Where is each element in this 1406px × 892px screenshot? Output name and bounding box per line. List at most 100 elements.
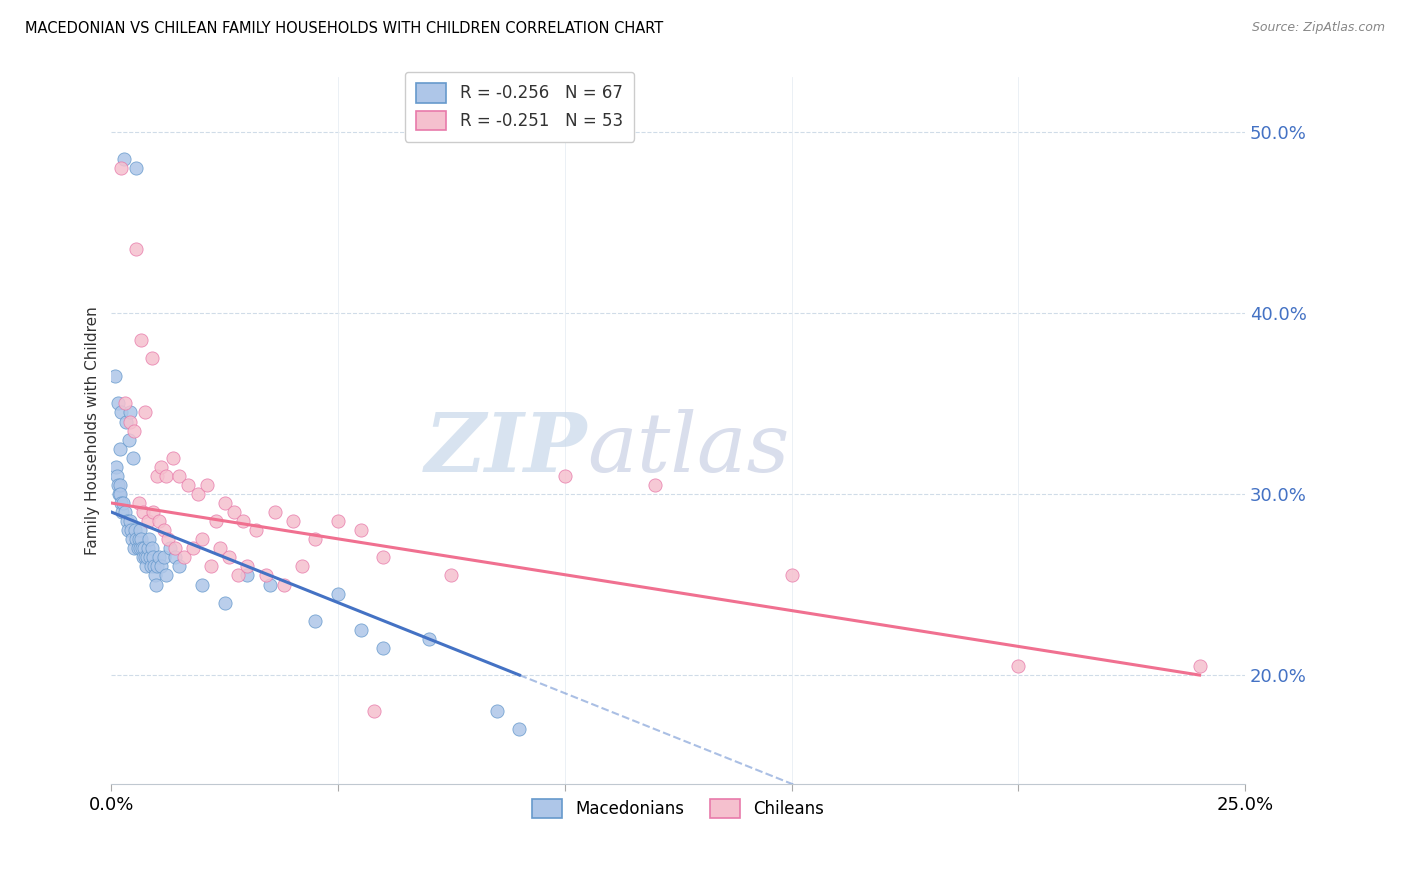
Point <box>132 550 155 565</box>
Point <box>254 568 277 582</box>
Point <box>157 533 180 547</box>
Point <box>105 468 128 483</box>
Point <box>326 514 349 528</box>
Point <box>107 478 129 492</box>
Point <box>145 577 167 591</box>
Point <box>141 559 163 574</box>
Point <box>200 559 222 574</box>
Point <box>118 514 141 528</box>
Point <box>124 523 146 537</box>
Point <box>181 541 204 556</box>
Point <box>273 577 295 591</box>
Point <box>141 541 163 556</box>
Point <box>107 396 129 410</box>
Point <box>125 243 148 257</box>
Point <box>152 523 174 537</box>
Point <box>155 568 177 582</box>
Point <box>245 523 267 537</box>
Point <box>350 523 373 537</box>
Point <box>110 496 132 510</box>
Point <box>145 468 167 483</box>
Point <box>169 468 191 483</box>
Point <box>136 514 159 528</box>
Point <box>132 505 155 519</box>
Point <box>110 161 132 175</box>
Point <box>135 559 157 574</box>
Point <box>143 559 166 574</box>
Point <box>139 550 162 565</box>
Point <box>232 514 254 528</box>
Point <box>128 541 150 556</box>
Point <box>138 533 160 547</box>
Point <box>141 351 163 366</box>
Point <box>120 523 142 537</box>
Point <box>162 450 184 465</box>
Point <box>112 496 135 510</box>
Point <box>122 424 145 438</box>
Point <box>117 433 139 447</box>
Point <box>177 478 200 492</box>
Y-axis label: Family Households with Children: Family Households with Children <box>86 306 100 555</box>
Point <box>163 550 186 565</box>
Point <box>122 541 145 556</box>
Point <box>644 478 666 492</box>
Point <box>104 369 127 384</box>
Point <box>263 505 285 519</box>
Point <box>131 541 153 556</box>
Point <box>204 514 226 528</box>
Point <box>326 586 349 600</box>
Point <box>142 550 165 565</box>
Legend: Macedonians, Chileans: Macedonians, Chileans <box>526 792 831 825</box>
Point <box>108 442 131 456</box>
Point <box>554 468 576 483</box>
Point <box>135 550 157 565</box>
Point <box>152 550 174 565</box>
Point <box>163 541 186 556</box>
Point <box>259 577 281 591</box>
Point <box>304 533 326 547</box>
Point <box>155 468 177 483</box>
Point <box>125 161 148 175</box>
Point <box>121 533 143 547</box>
Point <box>114 396 136 410</box>
Point <box>187 487 209 501</box>
Point <box>373 640 395 655</box>
Point <box>134 550 156 565</box>
Point <box>173 550 195 565</box>
Point <box>107 487 129 501</box>
Point <box>281 514 304 528</box>
Point <box>128 496 150 510</box>
Point <box>143 568 166 582</box>
Point <box>136 541 159 556</box>
Point <box>169 559 191 574</box>
Point <box>129 333 152 347</box>
Point <box>236 559 259 574</box>
Point <box>108 478 131 492</box>
Point <box>191 533 214 547</box>
Point <box>150 559 173 574</box>
Point <box>214 496 236 510</box>
Point <box>142 505 165 519</box>
Point <box>1007 659 1029 673</box>
Point <box>115 415 138 429</box>
Point <box>195 478 218 492</box>
Point <box>373 550 395 565</box>
Point <box>485 704 508 718</box>
Text: atlas: atlas <box>588 409 790 489</box>
Point <box>191 577 214 591</box>
Point <box>117 523 139 537</box>
Point <box>214 596 236 610</box>
Point <box>218 550 240 565</box>
Point <box>114 505 136 519</box>
Point <box>780 568 803 582</box>
Text: Source: ZipAtlas.com: Source: ZipAtlas.com <box>1251 21 1385 35</box>
Point <box>145 559 167 574</box>
Point <box>115 514 138 528</box>
Point <box>363 704 385 718</box>
Point <box>127 541 149 556</box>
Point <box>150 459 173 474</box>
Point <box>131 533 153 547</box>
Point <box>159 541 181 556</box>
Point <box>125 533 148 547</box>
Point <box>1188 659 1211 673</box>
